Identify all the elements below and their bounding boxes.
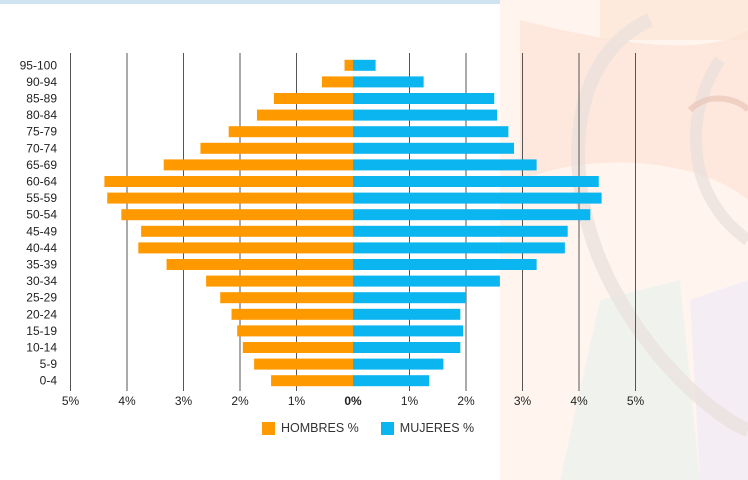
- bar-women: [353, 109, 498, 121]
- bar-men: [121, 209, 353, 221]
- bar-women: [353, 176, 599, 187]
- bar-men: [254, 358, 353, 370]
- legend-label-women: MUJERES %: [399, 421, 475, 435]
- bar-men: [200, 142, 353, 154]
- legend: HOMBRES % MUJERES %: [262, 421, 496, 435]
- bar-women: [353, 325, 464, 337]
- bar-men: [231, 308, 353, 320]
- age-group-label: 70-74: [26, 141, 57, 155]
- bar-women: [353, 142, 515, 154]
- bar-women: [353, 192, 602, 204]
- x-tick-label: 1%: [288, 394, 306, 408]
- age-group-label: 35-39: [26, 258, 57, 272]
- legend-swatch-men: [262, 421, 275, 435]
- age-group-label: 45-49: [26, 224, 57, 238]
- bar-men: [206, 275, 353, 287]
- x-tick-label: 3%: [175, 394, 193, 408]
- age-group-label: 55-59: [26, 191, 57, 205]
- bar-women: [353, 159, 537, 171]
- top-strip: [0, 0, 500, 4]
- bar-women: [353, 308, 461, 320]
- bar-men: [271, 375, 353, 387]
- bar-women: [353, 342, 461, 353]
- x-tick-label: 2%: [231, 394, 249, 408]
- bar-men: [163, 159, 353, 171]
- legend-item-women: MUJERES %: [380, 421, 475, 435]
- age-group-label: 15-19: [26, 324, 57, 338]
- age-group-label: 75-79: [26, 125, 57, 139]
- age-group-label: 20-24: [26, 307, 57, 321]
- bar-men: [141, 225, 353, 237]
- x-tick-label: 4%: [118, 394, 136, 408]
- bar-men: [107, 192, 353, 204]
- bar-men: [242, 342, 353, 353]
- bar-men: [228, 126, 353, 138]
- age-group-label: 90-94: [26, 75, 57, 89]
- bar-women: [353, 76, 424, 88]
- age-group-label: 80-84: [26, 108, 57, 122]
- bar-men: [273, 93, 353, 104]
- bar-women: [353, 126, 509, 138]
- bar-men: [220, 292, 353, 304]
- bar-women: [353, 209, 591, 221]
- age-group-label: 65-69: [26, 158, 57, 172]
- age-group-label: 40-44: [26, 241, 57, 255]
- x-tick-label: 2%: [457, 394, 475, 408]
- legend-swatch-women: [380, 421, 394, 435]
- bar-women: [353, 375, 430, 387]
- bar-men: [237, 325, 353, 337]
- bar-women: [353, 275, 500, 287]
- age-group-label: 5-9: [40, 357, 58, 371]
- x-axis-ticks: 5% 4% 3% 2% 1% 0% 1% 2% 3% 4% 5%: [62, 394, 645, 408]
- x-tick-label: 1%: [401, 394, 419, 408]
- age-group-label: 85-89: [26, 92, 57, 106]
- legend-item-men: HOMBRES %: [262, 421, 359, 435]
- bar-women: [353, 242, 565, 254]
- x-tick-label: 5%: [627, 394, 645, 408]
- bars: [104, 59, 602, 387]
- age-group-label: 10-14: [26, 341, 57, 355]
- bar-women: [353, 292, 466, 304]
- age-group-label: 30-34: [26, 274, 57, 288]
- age-group-label: 0-4: [40, 374, 58, 388]
- bar-women: [353, 59, 376, 71]
- x-tick-label: 5%: [62, 394, 80, 408]
- x-tick-label: 4%: [570, 394, 588, 408]
- age-group-label: 60-64: [26, 175, 57, 189]
- bar-women: [353, 358, 444, 370]
- bar-men: [166, 259, 353, 270]
- age-group-label: 25-29: [26, 291, 57, 305]
- bar-women: [353, 259, 537, 270]
- age-group-labels: 0-4 5-9 10-14 15-19 20-24 25-29 30-34 35-39 40-4…: [20, 58, 58, 387]
- bar-men: [256, 109, 353, 121]
- bar-men: [138, 242, 353, 254]
- legend-label-men: HOMBRES %: [281, 421, 359, 435]
- bar-women: [353, 93, 495, 104]
- x-tick-label: 3%: [514, 394, 532, 408]
- age-group-label: 50-54: [26, 208, 57, 222]
- bar-men: [344, 59, 353, 71]
- bar-men: [321, 76, 353, 88]
- bar-women: [353, 225, 568, 237]
- age-group-label: 95-100: [20, 58, 58, 72]
- bar-men: [104, 176, 354, 187]
- x-tick-label: 0%: [344, 394, 362, 408]
